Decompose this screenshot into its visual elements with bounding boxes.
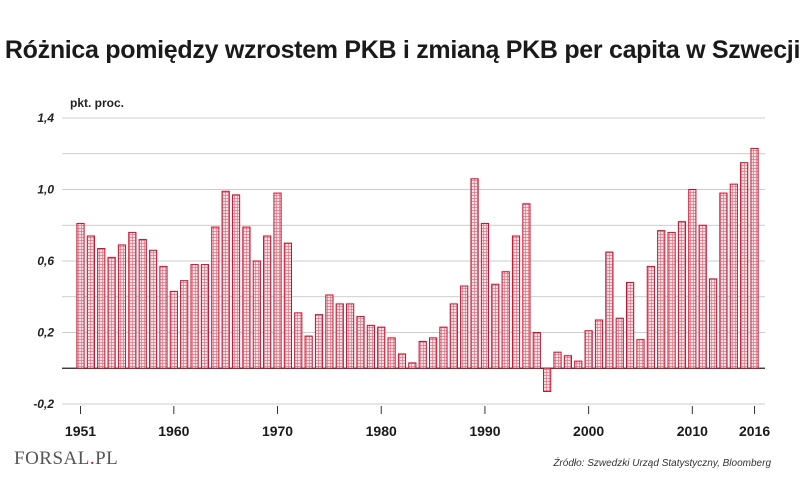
bar-1965 [221,190,230,369]
y-tick-label: 0,6 [37,254,54,268]
bar-1961 [180,280,189,369]
bar-1974 [314,314,324,369]
bar-2016 [750,147,759,369]
bar-1973 [304,335,313,369]
bar-2003 [615,317,624,369]
bar-1988 [460,285,469,369]
bar-1963 [200,264,210,369]
bar-1998 [563,355,572,369]
bar-1957 [138,239,147,369]
bar-1969 [263,235,272,369]
bar-2005 [636,339,645,369]
bar-1977 [346,303,355,369]
bar-1971 [283,242,292,369]
bar-1978 [356,315,365,369]
chart-title: Różnica pomiędzy wzrostem PKB i zmianą P… [4,36,801,64]
x-tick-label: 2000 [573,423,604,439]
bar-1980 [377,326,386,369]
x-tick-label: 1980 [366,423,397,439]
y-tick-labels: -0,2 0,2 0,6 1,0 1,4 [33,111,54,411]
bar-1956 [128,231,137,369]
bar-1982 [397,353,407,369]
bar-1952 [86,235,95,369]
x-tick-label: 2010 [677,423,708,439]
bar-2013 [719,192,728,369]
x-tick-label: 1990 [469,423,500,439]
logo-main: FORSAL [14,448,90,469]
y-tick-label: 1,4 [37,111,54,125]
bar-1983 [408,362,417,369]
bar-1979 [366,324,375,369]
bar-1984 [418,340,427,369]
bar-1991 [491,283,500,369]
bar-1972 [294,312,303,369]
x-tick-label: 2016 [739,423,770,439]
bar-1953 [97,247,106,369]
bar-2000 [584,330,593,369]
bar-2001 [594,319,604,369]
logo-dot: . [89,448,96,469]
bars [76,147,759,392]
y-tick-label: 0,2 [37,326,54,340]
bar-1964 [211,226,220,369]
bar-1975 [325,294,334,369]
bar-2012 [708,278,718,369]
logo-suffix: PL [95,448,119,469]
grid-lines [62,117,765,405]
x-tick-labels: 1951 1960 1970 1980 1990 2000 2010 2016 [65,406,770,439]
y-tick-label: 1,0 [37,183,54,197]
bar-2002 [605,251,614,369]
source-note: Źródło: Szwedzki Urząd Statystyczny, Blo… [553,458,771,469]
bar-1962 [190,264,199,369]
bar-1994 [522,203,531,369]
y-axis-unit-label: pkt. proc. [70,96,125,110]
bar-2007 [657,230,666,369]
bar-2014 [729,183,738,369]
bar-1958 [148,249,158,369]
bar-2011 [698,224,707,369]
bar-1954 [107,256,116,369]
bar-1989 [470,178,479,369]
bar-1968 [252,260,261,369]
forsal-logo: FORSAL.PL [14,448,118,470]
x-tick-label: 1970 [262,423,293,439]
bar-1966 [231,194,241,369]
bar-1960 [169,290,178,369]
y-tick-label: -0,2 [33,397,54,411]
bar-1955 [117,244,127,369]
bar-1970 [273,192,282,369]
bar-2004 [626,281,635,369]
bar-1951 [76,222,85,369]
bar-1987 [449,303,458,369]
bar-1996 [543,367,552,392]
x-tick-label: 1960 [158,423,189,439]
bar-1999 [574,360,583,369]
bar-2006 [646,265,655,369]
bar-1986 [439,326,448,369]
bar-2015 [740,162,749,369]
bar-1967 [242,226,251,369]
bar-1992 [501,271,510,369]
bar-2008 [667,231,676,369]
bar-2009 [677,221,687,369]
bar-1976 [335,303,344,369]
bar-1995 [532,332,541,369]
bar-1993 [511,235,521,369]
x-tick-label: 1951 [65,423,96,439]
bar-1997 [553,351,562,369]
bar-1985 [428,337,438,369]
bar-1981 [387,337,396,369]
bar-1990 [480,222,490,369]
bar-2010 [688,189,697,369]
bar-1959 [159,265,168,369]
